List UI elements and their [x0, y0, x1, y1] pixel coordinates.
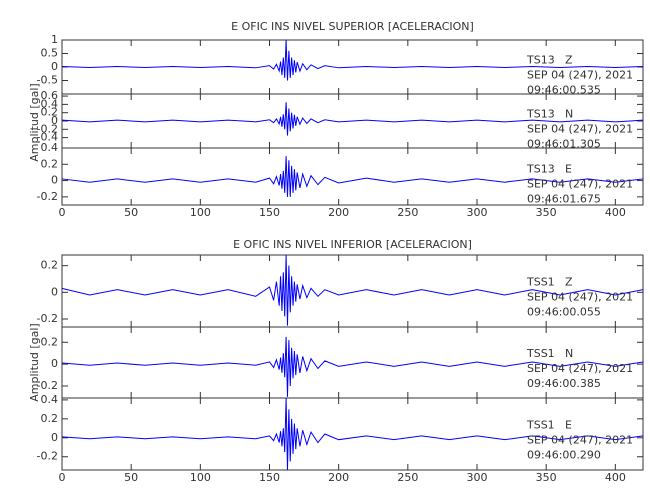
waveform [61, 336, 644, 397]
y-tick-label: 0.4 [41, 141, 59, 154]
x-tick-label: 150 [259, 471, 280, 484]
waveform [61, 156, 644, 197]
component-label: N [565, 347, 573, 360]
time-label: 09:46:01.305 [527, 138, 601, 151]
y-tick-label: 1 [51, 33, 58, 46]
date-label: SEP 04 (247), 2021 [527, 433, 633, 446]
x-tick-label: 50 [124, 206, 138, 219]
waveform [61, 254, 644, 326]
y-tick-label: 0 [51, 431, 58, 444]
y-tick-label: 0.2 [41, 259, 59, 272]
x-tick-label: 100 [190, 471, 211, 484]
station-label: TSS1 [526, 347, 555, 360]
x-tick-label: 150 [259, 206, 280, 219]
waveform [61, 397, 644, 471]
x-tick-label: 250 [397, 206, 418, 219]
x-tick-label: 300 [467, 206, 488, 219]
y-tick-label: 0.2 [41, 335, 59, 348]
x-tick-label: 100 [190, 206, 211, 219]
y-tick-label: -0.2 [37, 450, 58, 463]
y-tick-label: 0 [51, 174, 58, 187]
y-tick-label: 0 [51, 114, 58, 127]
component-label: E [565, 418, 572, 431]
x-tick-label: 350 [536, 471, 557, 484]
component-label: Z [565, 54, 573, 67]
y-tick-label: 0.5 [41, 47, 59, 60]
station-label: TSS1 [526, 418, 555, 431]
component-label: E [565, 163, 572, 176]
component-label: Z [565, 275, 573, 288]
date-label: SEP 04 (247), 2021 [527, 178, 633, 191]
waveform [61, 102, 644, 136]
time-label: 09:46:01.675 [527, 193, 601, 206]
time-label: 09:46:00.385 [527, 377, 601, 390]
station-label: TSS1 [526, 275, 555, 288]
time-label: 09:46:00.535 [527, 84, 601, 97]
y-tick-label: 0.4 [41, 97, 59, 110]
x-tick-label: 400 [605, 471, 626, 484]
time-label: 09:46:00.055 [527, 305, 601, 318]
y-tick-label: -0.2 [37, 190, 58, 203]
y-tick-label: -0.2 [37, 379, 58, 392]
y-tick-label: 0 [51, 60, 58, 73]
panel-frame [61, 397, 644, 471]
x-tick-label: 250 [397, 471, 418, 484]
x-tick-label: 0 [59, 206, 66, 219]
y-tick-label: 0.2 [41, 157, 59, 170]
waveform [61, 39, 644, 81]
x-tick-label: 300 [467, 471, 488, 484]
y-tick-label: -0.2 [37, 312, 58, 325]
x-tick-label: 400 [605, 206, 626, 219]
y-tick-label: -0.4 [37, 131, 58, 144]
x-tick-label: 200 [328, 471, 349, 484]
y-axis-label: Amplitud [gal] [28, 323, 41, 401]
date-label: SEP 04 (247), 2021 [527, 362, 633, 375]
time-label: 09:46:00.290 [527, 448, 601, 461]
y-tick-label: 0.2 [41, 412, 59, 425]
y-axis-label: Amplitud [gal] [28, 83, 41, 161]
x-tick-label: 0 [59, 471, 66, 484]
chart-title: E OFIC INS NIVEL INFERIOR [ACELERACION] [233, 238, 472, 251]
date-label: SEP 04 (247), 2021 [527, 123, 633, 136]
y-tick-label: 0 [51, 357, 58, 370]
y-tick-label: 0.2 [41, 106, 59, 119]
y-tick-label: 0.6 [41, 89, 59, 102]
y-tick-label: 0 [51, 285, 58, 298]
y-tick-label: -0.5 [37, 74, 58, 87]
x-tick-label: 50 [124, 471, 138, 484]
station-label: TS13 [526, 54, 555, 67]
date-label: SEP 04 (247), 2021 [527, 69, 633, 82]
x-tick-label: 200 [328, 206, 349, 219]
station-label: TS13 [526, 163, 555, 176]
panel-frame [61, 147, 644, 206]
y-tick-label: 0.4 [41, 393, 59, 406]
x-tick-label: 350 [536, 206, 557, 219]
chart-title: E OFIC INS NIVEL SUPERIOR [ACELERACION] [231, 20, 474, 33]
y-tick-label: -0.2 [37, 122, 58, 135]
component-label: N [565, 108, 573, 121]
date-label: SEP 04 (247), 2021 [527, 290, 633, 303]
station-label: TS13 [526, 108, 555, 121]
